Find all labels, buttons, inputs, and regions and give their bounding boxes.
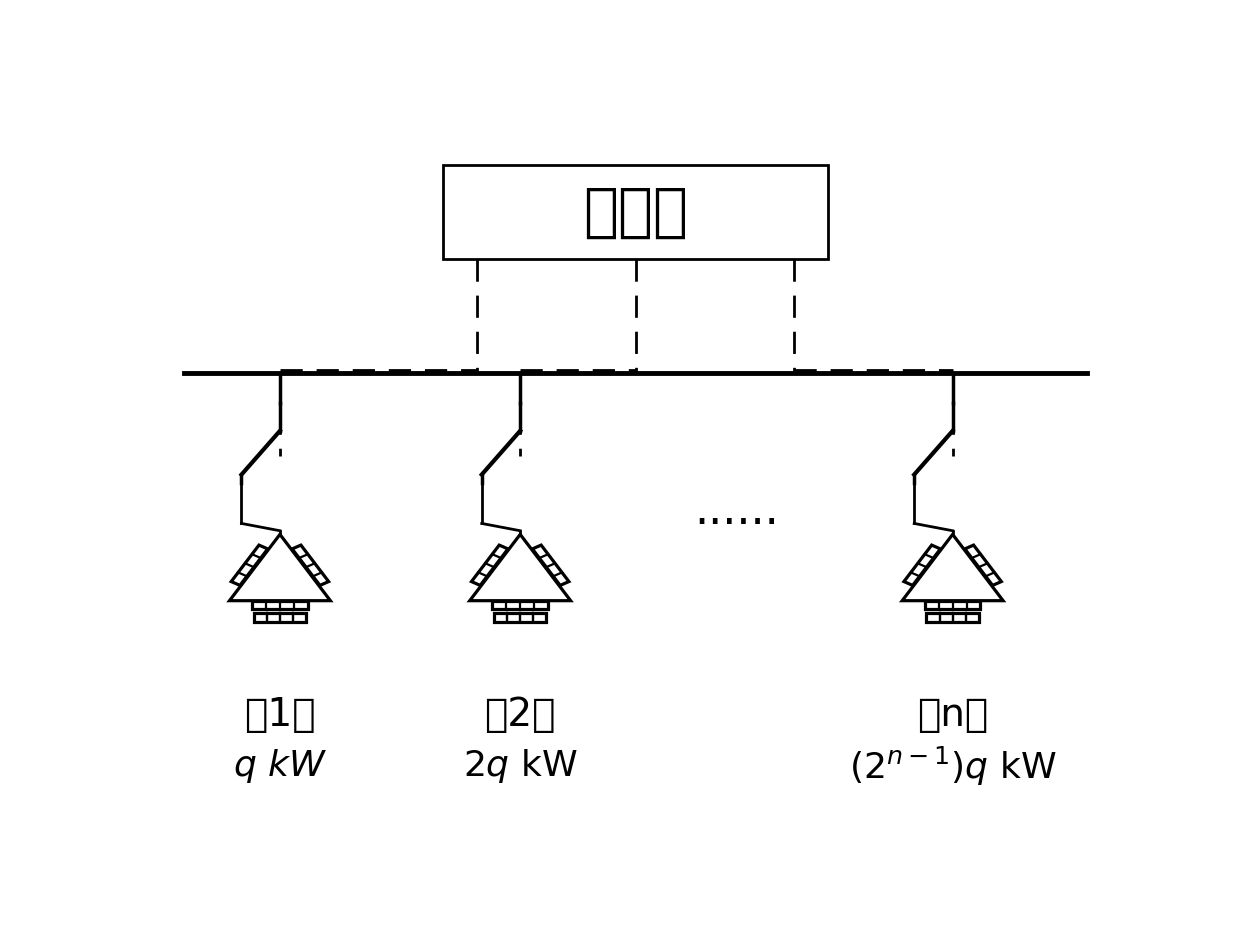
- Text: 第2组: 第2组: [485, 696, 556, 734]
- Bar: [494, 613, 547, 622]
- Polygon shape: [231, 545, 268, 585]
- Bar: [254, 613, 306, 622]
- Polygon shape: [252, 601, 308, 609]
- Text: 控制器: 控制器: [583, 184, 688, 241]
- Text: ......: ......: [694, 490, 779, 532]
- Bar: [444, 165, 828, 259]
- Text: 第1组: 第1组: [244, 696, 316, 734]
- Polygon shape: [492, 601, 548, 609]
- Polygon shape: [293, 545, 329, 585]
- Text: $q$ kW: $q$ kW: [233, 747, 327, 785]
- Text: $(2^{n-1})q$ kW: $(2^{n-1})q$ kW: [849, 744, 1056, 788]
- Polygon shape: [965, 545, 1002, 585]
- Text: $2q$ kW: $2q$ kW: [463, 747, 578, 785]
- Polygon shape: [471, 545, 508, 585]
- Text: 第n组: 第n组: [918, 696, 988, 734]
- Polygon shape: [925, 601, 981, 609]
- Bar: [926, 613, 978, 622]
- Polygon shape: [532, 545, 569, 585]
- Polygon shape: [904, 545, 940, 585]
